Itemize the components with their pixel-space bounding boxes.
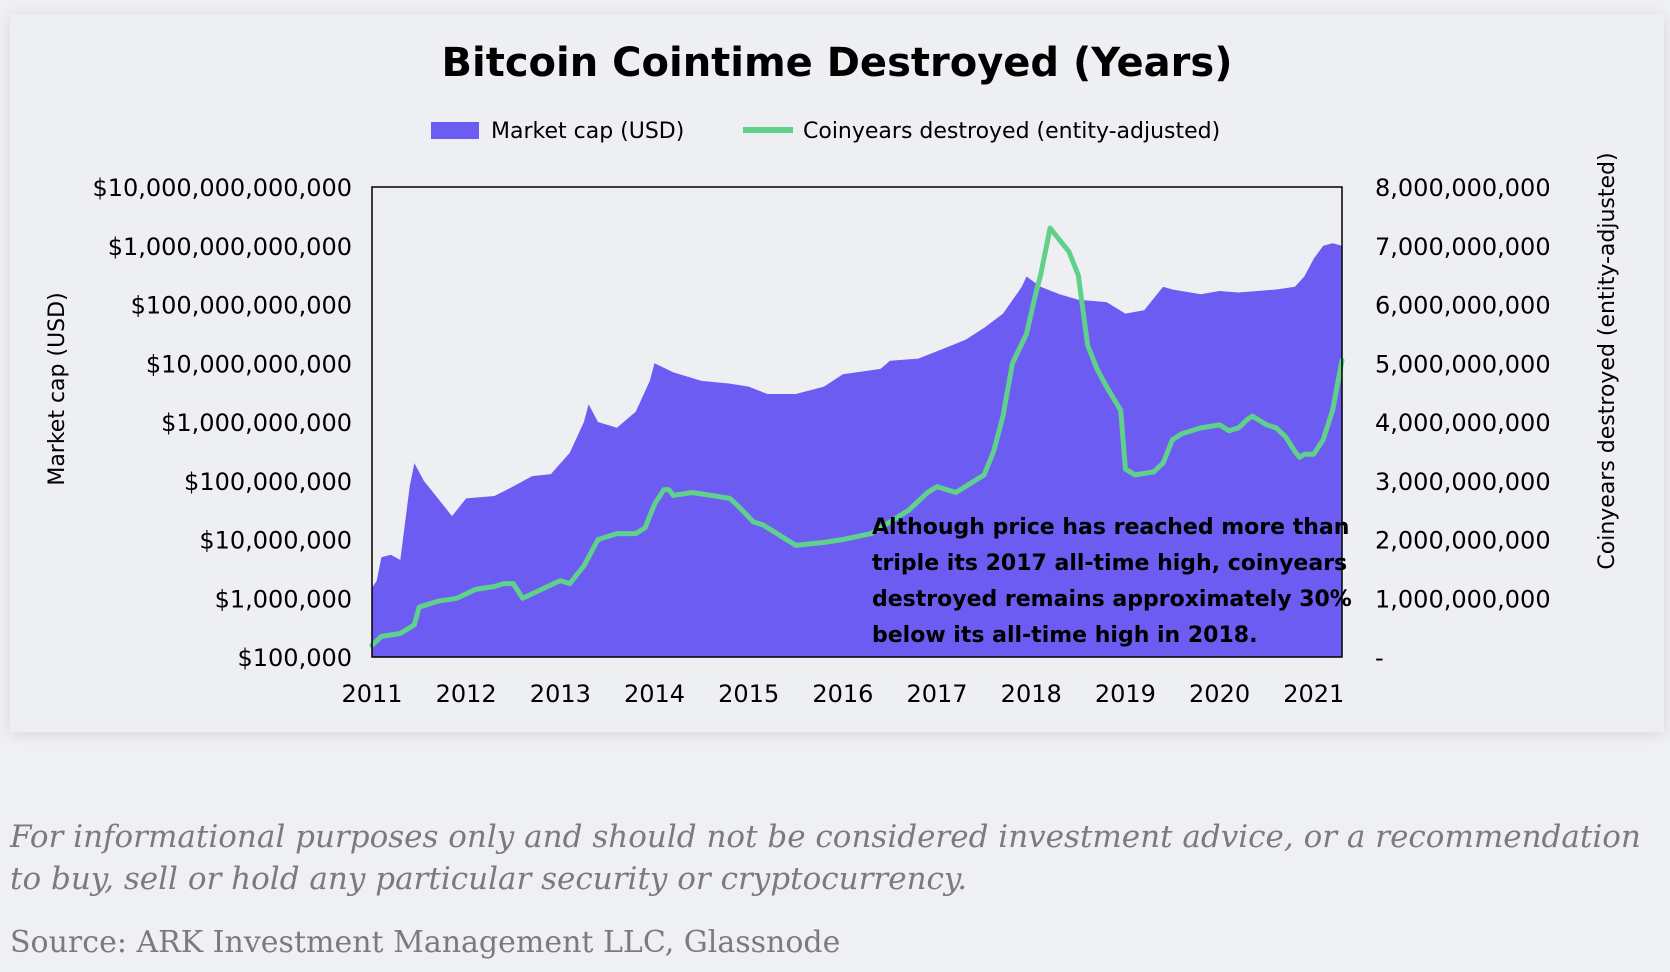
x-tick-label: 2011 [341, 680, 402, 708]
legend: Market cap (USD) Coinyears destroyed (en… [431, 119, 1220, 144]
plot-frame [371, 186, 1343, 658]
x-tick-label: 2012 [436, 680, 497, 708]
x-tick-label: 2013 [530, 680, 591, 708]
y-left-tick-label: $100,000 [237, 644, 352, 672]
chart-title: Bitcoin Cointime Destroyed (Years) [442, 40, 1233, 86]
annotation: Although price has reached more than tri… [872, 515, 1360, 648]
y-left-tick-label: $10,000,000,000 [146, 350, 352, 378]
y-right-tick-label: 8,000,000,000 [1375, 174, 1551, 202]
x-axis: 2011 2012 2013 2014 2015 2016 2017 2018 2019 2020… [341, 680, 1344, 708]
disclaimer-text: For informational purposes only and shou… [10, 819, 1641, 897]
y-left-tick-label: $100,000,000,000 [131, 292, 352, 320]
y-left-tick-label: $1,000,000,000,000 [108, 233, 352, 261]
annotation-line: below its all-time high in 2018. [872, 623, 1257, 648]
y-right-tick-label: 3,000,000,000 [1375, 468, 1551, 496]
coinyears-line [369, 225, 1345, 648]
y-left-tick-label: $100,000,000 [184, 468, 352, 496]
annotation-line: triple its 2017 all-time high, coinyears [872, 551, 1347, 576]
plot-area [369, 225, 1345, 658]
market-cap-area [372, 243, 1342, 658]
x-tick-label: 2021 [1283, 680, 1344, 708]
annotation-line: Although price has reached more than [872, 515, 1349, 540]
legend-label-market-cap: Market cap (USD) [491, 119, 684, 144]
x-tick-label: 2018 [1001, 680, 1062, 708]
x-tick-label: 2015 [718, 680, 779, 708]
y-left-tick-label: $1,000,000,000 [161, 409, 352, 437]
y-right-tick-label: - [1375, 644, 1384, 672]
y-right-tick-label: 1,000,000,000 [1375, 585, 1551, 613]
x-tick-label: 2016 [812, 680, 873, 708]
y-left-tick-label: $1,000,000 [215, 585, 352, 613]
y-left-tick-label: $10,000,000 [199, 527, 352, 555]
legend-swatch-market-cap [431, 122, 479, 139]
y-right-tick-label: 6,000,000,000 [1375, 292, 1551, 320]
x-tick-label: 2020 [1189, 680, 1250, 708]
x-tick-label: 2017 [907, 680, 968, 708]
y-right-axis: - 1,000,000,000 2,000,000,000 3,000,000,000… [1375, 174, 1551, 672]
y-right-tick-label: 4,000,000,000 [1375, 409, 1551, 437]
y-right-tick-label: 7,000,000,000 [1375, 233, 1551, 261]
y-right-tick-label: 2,000,000,000 [1375, 527, 1551, 555]
chart-card: Bitcoin Cointime Destroyed (Years) Marke… [10, 14, 1664, 732]
x-tick-label: 2019 [1095, 680, 1156, 708]
y-right-axis-label: Coinyears destroyed (entity-adjusted) [1595, 152, 1620, 569]
y-right-tick-label: 5,000,000,000 [1375, 350, 1551, 378]
legend-label-coinyears: Coinyears destroyed (entity-adjusted) [803, 119, 1220, 144]
annotation-line: destroyed remains approximately 30% [872, 587, 1352, 612]
y-left-axis-label: Market cap (USD) [45, 292, 70, 485]
chart-svg: Bitcoin Cointime Destroyed (Years) Marke… [45, 40, 1620, 708]
source-text: Source: ARK Investment Management LLC, G… [10, 925, 841, 960]
y-left-tick-label: $10,000,000,000,000 [92, 174, 352, 202]
y-left-axis: $100,000 $1,000,000 $10,000,000 $100,000,00… [92, 174, 352, 672]
annotation-text: Although price has reached more than tri… [872, 515, 1360, 648]
x-tick-label: 2014 [624, 680, 685, 708]
